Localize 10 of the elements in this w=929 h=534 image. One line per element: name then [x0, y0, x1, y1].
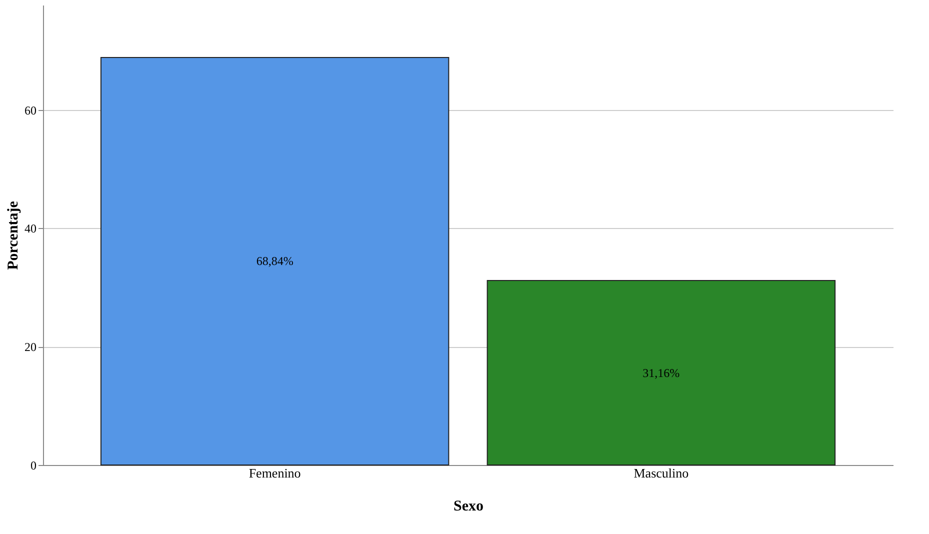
data-label: 68,84% [256, 254, 294, 268]
y-tick-label: 60 [24, 103, 36, 118]
x-tick-label: Femenino [248, 466, 301, 480]
y-axis-title: Porcentaje [6, 200, 22, 270]
x-tick-label: Masculino [634, 466, 689, 480]
x-axis-title: Sexo [454, 498, 484, 514]
y-tick-label: 40 [24, 222, 36, 236]
y-tick-label: 20 [24, 340, 36, 354]
data-label: 31,16% [642, 366, 680, 380]
y-tick-label: 0 [30, 458, 36, 472]
